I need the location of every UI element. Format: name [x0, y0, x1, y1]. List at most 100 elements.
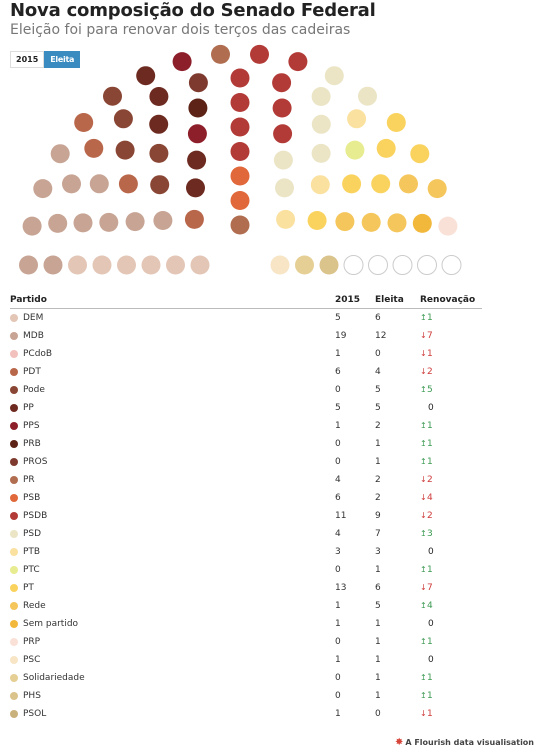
seat-pp[interactable]: [136, 66, 156, 86]
seat-pt[interactable]: [307, 211, 327, 230]
seat-mdb[interactable]: [73, 213, 93, 233]
seat-pode[interactable]: [113, 109, 133, 129]
seat-empty[interactable]: [392, 255, 413, 275]
table-row[interactable]: Sem partido 1 1 0: [10, 615, 482, 633]
seat-pt[interactable]: [371, 174, 391, 194]
header-party[interactable]: Partido: [10, 295, 47, 305]
seat-psd[interactable]: [273, 150, 293, 170]
table-row[interactable]: PSD 4 7 ↥ 3: [10, 525, 482, 543]
seat-mdb[interactable]: [22, 216, 42, 236]
toggle-eleita-button[interactable]: Eleita: [44, 51, 81, 68]
seat-dem[interactable]: [92, 255, 112, 275]
seat-pt[interactable]: [376, 138, 396, 158]
seat-pr[interactable]: [230, 215, 250, 235]
seat-psdb[interactable]: [273, 124, 293, 144]
table-row[interactable]: PR 4 2 ↓ 2: [10, 471, 482, 489]
seat-ptb[interactable]: [276, 209, 296, 229]
seat-psd[interactable]: [311, 87, 331, 106]
seat-psb[interactable]: [230, 166, 250, 186]
seat-psdb[interactable]: [272, 98, 292, 118]
table-row[interactable]: PRB 0 1 ↥ 1: [10, 435, 482, 453]
table-row[interactable]: PSB 6 2 ↓ 4: [10, 489, 482, 507]
seat-empty[interactable]: [343, 255, 364, 275]
seat-mdb[interactable]: [48, 213, 68, 233]
seat-mdb[interactable]: [50, 144, 70, 164]
table-row[interactable]: PTC 0 1 ↥ 1: [10, 561, 482, 579]
seat-psdb[interactable]: [230, 117, 250, 137]
seat-pps[interactable]: [172, 52, 192, 72]
seat-pt[interactable]: [410, 144, 430, 164]
seat-mdb[interactable]: [19, 255, 38, 275]
seat-psd[interactable]: [324, 66, 344, 86]
seat-pdt[interactable]: [118, 174, 138, 194]
seat-empty[interactable]: [368, 255, 388, 275]
seat-prp[interactable]: [438, 216, 458, 236]
seat-pp[interactable]: [186, 178, 205, 198]
table-row[interactable]: PSDB 11 9 ↓ 2: [10, 507, 482, 525]
table-row[interactable]: PT 13 6 ↓ 7: [10, 579, 482, 597]
header-renewal[interactable]: Renovação: [420, 295, 476, 305]
table-row[interactable]: Rede 1 5 ↥ 4: [10, 597, 482, 615]
seat-pdt[interactable]: [74, 113, 94, 132]
seat-pt[interactable]: [386, 113, 406, 132]
seat-psdb[interactable]: [272, 73, 292, 93]
seat-psd[interactable]: [275, 178, 294, 198]
seat-prb[interactable]: [188, 98, 208, 118]
seat-pros[interactable]: [188, 73, 208, 93]
seat-psb[interactable]: [230, 191, 250, 210]
table-row[interactable]: PDT 6 4 ↓ 2: [10, 363, 482, 381]
table-row[interactable]: PPS 1 2 ↥ 1: [10, 417, 482, 435]
table-row[interactable]: PP 5 5 0: [10, 399, 482, 417]
seat-rede[interactable]: [361, 212, 381, 232]
seat-empty[interactable]: [441, 255, 462, 275]
table-row[interactable]: PSC 1 1 0: [10, 651, 482, 669]
table-row[interactable]: PRP 0 1 ↥ 1: [10, 633, 482, 651]
seat-solidariedade[interactable]: [295, 255, 314, 275]
seat-mdb[interactable]: [153, 211, 173, 230]
table-row[interactable]: Pode 0 5 ↥ 5: [10, 381, 482, 399]
table-row[interactable]: PSOL 1 0 ↓ 1: [10, 705, 482, 723]
seat-ptb[interactable]: [310, 175, 330, 195]
seat-psd[interactable]: [311, 143, 331, 163]
seat-pode[interactable]: [103, 86, 122, 106]
seat-mdb[interactable]: [99, 212, 119, 232]
table-row[interactable]: PCdoB 1 0 ↓ 1: [10, 345, 482, 363]
seat-pp[interactable]: [149, 87, 169, 106]
seat-dem[interactable]: [68, 255, 87, 275]
seat-pp[interactable]: [187, 150, 207, 170]
seat-dem[interactable]: [141, 255, 161, 275]
table-row[interactable]: PROS 0 1 ↥ 1: [10, 453, 482, 471]
seat-rede[interactable]: [427, 179, 447, 199]
flourish-credit[interactable]: ✸ A Flourish data visualisation: [395, 737, 534, 748]
seat-sem-partido[interactable]: [412, 213, 432, 233]
seat-psd[interactable]: [311, 114, 331, 134]
header-elected[interactable]: Eleita: [375, 295, 404, 305]
seat-mdb[interactable]: [43, 255, 63, 275]
seat-pp[interactable]: [149, 114, 169, 134]
seat-mdb[interactable]: [89, 174, 109, 194]
seat-rede[interactable]: [399, 174, 418, 194]
seat-psdb[interactable]: [230, 68, 250, 88]
seat-pdt[interactable]: [84, 138, 104, 158]
seat-ptb[interactable]: [347, 109, 367, 129]
seat-mdb[interactable]: [62, 174, 81, 194]
seat-psdb[interactable]: [250, 44, 269, 64]
seat-psdb[interactable]: [230, 93, 250, 112]
seat-psdb[interactable]: [230, 142, 250, 161]
seat-rede[interactable]: [335, 212, 355, 232]
seat-pode[interactable]: [150, 175, 170, 195]
seat-mdb[interactable]: [33, 179, 53, 199]
seat-pt[interactable]: [342, 174, 362, 194]
seat-pdt[interactable]: [184, 209, 204, 229]
table-row[interactable]: DEM 5 6 ↥ 1: [10, 309, 482, 327]
seat-dem[interactable]: [117, 255, 136, 275]
seat-mdb[interactable]: [125, 212, 145, 232]
seat-psdb[interactable]: [288, 52, 308, 72]
seat-pps[interactable]: [187, 124, 207, 144]
seat-dem[interactable]: [166, 255, 185, 275]
seat-empty[interactable]: [417, 255, 437, 275]
toggle-2015-button[interactable]: 2015: [10, 51, 45, 68]
seat-pr[interactable]: [211, 44, 230, 64]
seat-pode[interactable]: [149, 143, 169, 163]
seat-ptc[interactable]: [345, 140, 365, 160]
